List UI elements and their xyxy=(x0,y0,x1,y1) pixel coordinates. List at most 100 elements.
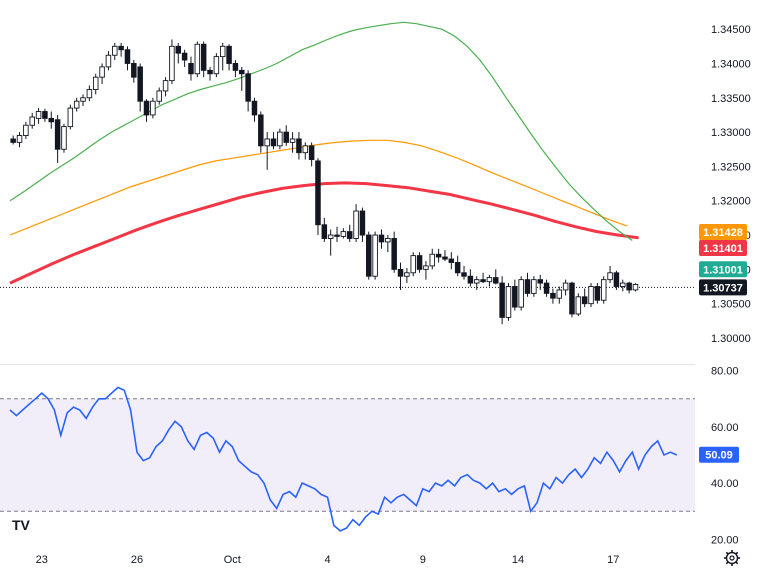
candle[interactable] xyxy=(480,272,486,284)
candle[interactable] xyxy=(251,97,258,122)
candle[interactable] xyxy=(289,132,296,153)
candle[interactable] xyxy=(581,288,588,308)
candle[interactable] xyxy=(207,66,213,81)
candle[interactable] xyxy=(181,49,188,67)
candle[interactable] xyxy=(423,261,429,280)
settings-gear-icon[interactable] xyxy=(724,550,740,566)
candle[interactable] xyxy=(505,283,512,321)
candle[interactable] xyxy=(162,77,169,97)
candle[interactable] xyxy=(137,63,143,112)
candle[interactable] xyxy=(372,231,378,280)
candle[interactable] xyxy=(42,108,48,122)
candle[interactable] xyxy=(378,229,385,249)
candle[interactable] xyxy=(600,276,607,304)
candle[interactable] xyxy=(340,228,347,239)
candle[interactable] xyxy=(613,270,620,290)
candle[interactable] xyxy=(620,279,626,292)
candle[interactable] xyxy=(175,42,182,64)
candle[interactable] xyxy=(232,60,239,78)
candle[interactable] xyxy=(258,111,264,153)
candle[interactable] xyxy=(518,276,524,311)
candle[interactable] xyxy=(150,97,156,119)
candle[interactable] xyxy=(632,283,639,292)
candle[interactable] xyxy=(531,276,537,297)
candle[interactable] xyxy=(92,73,99,95)
candle[interactable] xyxy=(442,250,448,262)
candle[interactable] xyxy=(327,229,334,256)
candle[interactable] xyxy=(473,276,480,290)
candle[interactable] xyxy=(404,267,410,284)
candle[interactable] xyxy=(385,235,391,253)
candle[interactable] xyxy=(512,279,518,311)
candle[interactable] xyxy=(588,283,594,308)
candle[interactable] xyxy=(435,248,442,263)
candle[interactable] xyxy=(245,70,251,112)
candle[interactable] xyxy=(86,85,93,102)
candle[interactable] xyxy=(493,269,499,285)
candle[interactable] xyxy=(397,262,404,290)
candle[interactable] xyxy=(48,111,55,129)
candle[interactable] xyxy=(366,231,372,280)
candle[interactable] xyxy=(35,108,42,124)
candle[interactable] xyxy=(200,41,207,78)
candle[interactable] xyxy=(219,42,226,71)
candle[interactable] xyxy=(448,252,455,270)
candle[interactable] xyxy=(416,252,423,273)
candle[interactable] xyxy=(226,44,232,71)
candle[interactable] xyxy=(239,66,245,91)
candle[interactable] xyxy=(575,293,582,317)
candle[interactable] xyxy=(270,132,277,150)
candle[interactable] xyxy=(562,279,569,296)
candle[interactable] xyxy=(524,272,531,297)
candle[interactable] xyxy=(67,104,74,130)
candle[interactable] xyxy=(283,125,289,146)
candle[interactable] xyxy=(99,63,105,85)
candle[interactable] xyxy=(315,158,321,236)
candle[interactable] xyxy=(391,231,397,273)
candle[interactable] xyxy=(29,112,35,129)
candle[interactable] xyxy=(359,207,366,242)
candle[interactable] xyxy=(353,204,359,242)
candle[interactable] xyxy=(277,128,283,150)
candle[interactable] xyxy=(73,97,80,112)
candle[interactable] xyxy=(543,279,550,297)
price-pane[interactable] xyxy=(0,21,695,325)
candle[interactable] xyxy=(124,46,131,71)
candle[interactable] xyxy=(169,39,175,85)
candle[interactable] xyxy=(607,265,613,284)
candle[interactable] xyxy=(131,60,137,83)
candle[interactable] xyxy=(454,255,461,277)
candle[interactable] xyxy=(334,226,340,242)
candle[interactable] xyxy=(10,135,16,145)
candle[interactable] xyxy=(23,121,29,139)
candle[interactable] xyxy=(499,276,505,325)
candle[interactable] xyxy=(194,41,201,78)
candle[interactable] xyxy=(213,53,220,78)
candle[interactable] xyxy=(429,248,436,270)
candle[interactable] xyxy=(626,281,632,294)
candle[interactable] xyxy=(264,132,270,170)
candle[interactable] xyxy=(54,114,61,163)
candle[interactable] xyxy=(346,224,353,242)
candle[interactable] xyxy=(556,286,563,304)
candle[interactable] xyxy=(537,274,543,290)
candle[interactable] xyxy=(80,94,86,107)
candle[interactable] xyxy=(569,281,575,318)
candle[interactable] xyxy=(594,283,601,304)
candle[interactable] xyxy=(321,217,328,242)
candle[interactable] xyxy=(105,51,112,71)
candle[interactable] xyxy=(461,265,467,280)
candle[interactable] xyxy=(16,132,23,148)
candle[interactable] xyxy=(296,132,302,160)
candle[interactable] xyxy=(118,42,124,57)
tradingview-logo[interactable]: TV xyxy=(12,517,31,533)
candle[interactable] xyxy=(308,142,315,167)
candle[interactable] xyxy=(188,56,194,81)
candle[interactable] xyxy=(486,274,493,287)
candle[interactable] xyxy=(156,87,162,105)
candle[interactable] xyxy=(550,288,556,304)
rsi-pane[interactable] xyxy=(0,386,695,532)
candle[interactable] xyxy=(61,123,67,153)
candle[interactable] xyxy=(302,142,309,160)
candle[interactable] xyxy=(143,99,150,122)
